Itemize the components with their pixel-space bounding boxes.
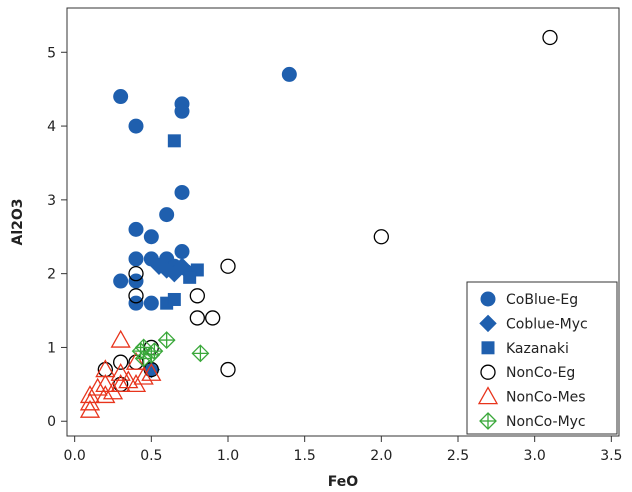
y-tick-label: 3 — [47, 193, 56, 209]
data-point — [128, 266, 144, 282]
data-point — [189, 288, 205, 304]
data-point — [174, 103, 190, 119]
data-point — [167, 134, 181, 148]
data-point — [110, 362, 131, 381]
legend-marker — [480, 291, 496, 307]
data-point — [174, 244, 190, 260]
legend-marker — [479, 412, 497, 430]
data-points — [79, 29, 558, 418]
x-tick-label: 1.5 — [294, 448, 316, 464]
y-axis: 0 1 2 3 4 5 — [47, 45, 67, 430]
data-point — [220, 258, 236, 274]
data-point — [191, 344, 210, 363]
data-point — [174, 184, 190, 200]
data-point — [159, 207, 175, 223]
legend-label: Kazanaki — [506, 341, 569, 357]
data-point — [95, 359, 116, 378]
x-tick-label: 2.5 — [447, 448, 469, 464]
y-axis-title: Al2O3 — [10, 198, 26, 245]
data-point — [95, 374, 116, 392]
data-point — [87, 377, 108, 396]
data-point — [128, 288, 144, 304]
x-axis: 0.0 0.5 1.0 1.5 2.0 2.5 3.0 3.5 — [64, 436, 622, 464]
data-point — [125, 351, 147, 370]
legend-marker — [479, 314, 497, 333]
y-tick-label: 4 — [47, 119, 56, 135]
y-tick-label: 5 — [47, 45, 56, 61]
y-tick-label: 2 — [47, 267, 56, 283]
data-point — [542, 29, 558, 46]
data-point — [134, 349, 153, 368]
data-point — [141, 362, 162, 381]
legend-label: Coblue-Myc — [506, 316, 588, 332]
data-point — [110, 374, 131, 392]
data-point — [95, 385, 116, 404]
x-tick-label: 1.0 — [217, 448, 239, 464]
x-tick-label: 0.0 — [64, 448, 86, 464]
data-point — [125, 374, 147, 392]
data-point — [128, 118, 144, 134]
x-tick-label: 2.0 — [370, 448, 392, 464]
data-point — [128, 251, 144, 267]
data-point — [281, 66, 297, 82]
legend: CoBlue-Eg Coblue-Myc Kazanaki NonCo-Eg NonCo… — [466, 281, 618, 435]
data-point — [189, 310, 205, 326]
x-tick-label: 0.5 — [140, 448, 162, 464]
x-tick-label: 3.5 — [600, 448, 622, 464]
y-tick-label: 0 — [47, 414, 56, 430]
data-point — [113, 354, 129, 370]
legend-marker — [481, 341, 495, 355]
legend-marker — [480, 364, 496, 380]
x-axis-title: FeO — [328, 474, 358, 490]
legend-marker — [477, 386, 499, 405]
data-point — [205, 310, 221, 326]
data-point — [143, 295, 159, 311]
data-point — [113, 89, 129, 105]
data-point — [128, 221, 144, 237]
data-point — [183, 270, 197, 284]
data-point — [113, 273, 129, 289]
y-tick-label: 1 — [47, 340, 56, 356]
data-point — [157, 331, 176, 349]
legend-label: NonCo-Eg — [506, 365, 575, 381]
legend-box — [466, 281, 618, 435]
data-point — [133, 366, 154, 385]
legend-label: NonCo-Mes — [506, 390, 586, 406]
data-point — [143, 229, 159, 245]
legend-label: NonCo-Myc — [506, 414, 586, 430]
data-point — [145, 342, 164, 361]
data-point — [110, 329, 131, 348]
data-point — [167, 292, 181, 306]
legend-label: CoBlue-Eg — [506, 292, 578, 308]
x-tick-label: 3.0 — [524, 448, 546, 464]
data-point — [373, 229, 389, 245]
data-point — [220, 361, 236, 378]
